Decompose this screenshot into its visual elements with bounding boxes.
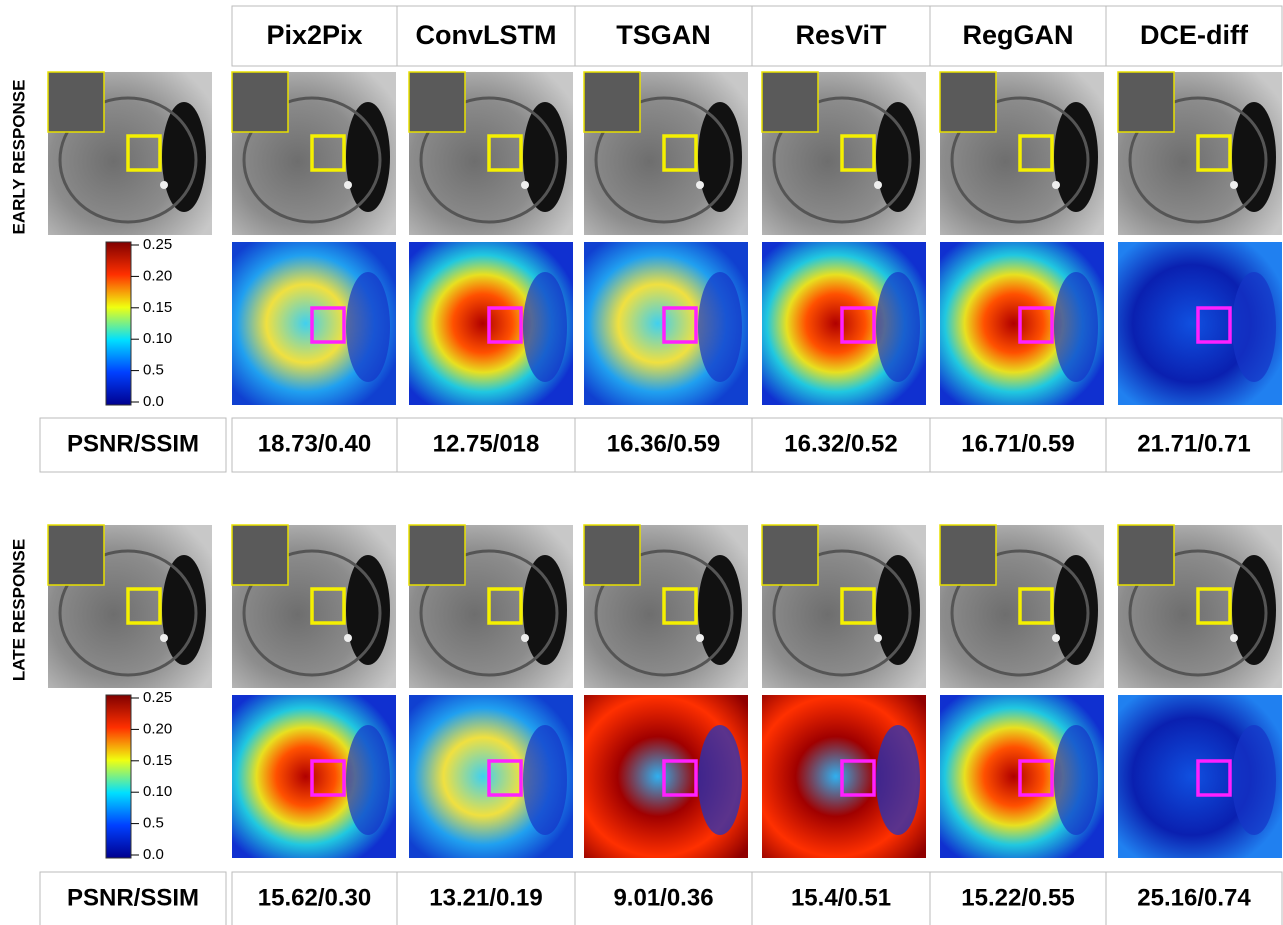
inset (584, 72, 640, 132)
inset (232, 72, 288, 132)
inset (1118, 72, 1174, 132)
colorbar (106, 242, 131, 405)
metric-value: 15.62/0.30 (258, 884, 371, 911)
section-label: EARLY RESPONSE (9, 80, 28, 235)
metric-value: 15.22/0.55 (961, 884, 1074, 911)
section-label: LATE RESPONSE (9, 539, 28, 681)
method-name: RegGAN (962, 20, 1073, 50)
spot (1230, 181, 1238, 189)
inset (48, 525, 104, 585)
spot (696, 181, 704, 189)
metric-label: PSNR/SSIM (67, 884, 199, 911)
method-name: Pix2Pix (266, 20, 362, 50)
cavity-map (523, 272, 567, 382)
spot (344, 634, 352, 642)
cavity-map (523, 725, 567, 835)
inset (584, 525, 640, 585)
colorbar-label: 0.25 (143, 236, 172, 253)
cavity-map (698, 272, 742, 382)
inset (1118, 525, 1174, 585)
inset (409, 72, 465, 132)
method-name: DCE-diff (1140, 20, 1249, 50)
method-name: TSGAN (616, 20, 711, 50)
metric-value: 25.16/0.74 (1137, 884, 1251, 911)
spot (521, 181, 529, 189)
figure: Pix2Pix ConvLSTM TSGAN ResViT RegGAN DCE-diff… (0, 0, 1283, 925)
inset (48, 72, 104, 132)
colorbar-label: 0.5 (143, 815, 164, 832)
cavity-map (1232, 725, 1276, 835)
spot (521, 634, 529, 642)
spot (874, 634, 882, 642)
colorbar-label: 0.15 (143, 299, 172, 316)
metric-value: 16.71/0.59 (961, 430, 1074, 457)
metric-value: 21.71/0.71 (1137, 430, 1250, 457)
colorbar-label: 0.25 (143, 689, 172, 706)
colorbar-label: 0.20 (143, 267, 172, 284)
spot (160, 634, 168, 642)
spot (1230, 634, 1238, 642)
colorbar-label: 0.20 (143, 720, 172, 737)
spot (1052, 181, 1060, 189)
cavity-map (698, 725, 742, 835)
metric-value: 9.01/0.36 (613, 884, 713, 911)
method-name: ConvLSTM (416, 20, 557, 50)
colorbar-label: 0.15 (143, 752, 172, 769)
colorbar-label: 0.10 (143, 330, 172, 347)
method-name: ResViT (795, 20, 887, 50)
inset (762, 525, 818, 585)
metric-value: 12.75/018 (433, 430, 540, 457)
cavity-map (876, 272, 920, 382)
metric-value: 13.21/0.19 (429, 884, 542, 911)
spot (696, 634, 704, 642)
metric-value: 16.32/0.52 (784, 430, 897, 457)
colorbar-label: 0.10 (143, 783, 172, 800)
spot (874, 181, 882, 189)
metric-value: 15.4/0.51 (791, 884, 891, 911)
inset (940, 72, 996, 132)
colorbar-label: 0.0 (143, 393, 164, 410)
spot (344, 181, 352, 189)
cavity-map (1054, 272, 1098, 382)
colorbar-label: 0.5 (143, 362, 164, 379)
cavity-map (346, 272, 390, 382)
spot (160, 181, 168, 189)
metric-value: 16.36/0.59 (607, 430, 720, 457)
inset (940, 525, 996, 585)
cavity-map (876, 725, 920, 835)
colorbar-label: 0.0 (143, 846, 164, 863)
cavity-map (346, 725, 390, 835)
cavity-map (1054, 725, 1098, 835)
inset (409, 525, 465, 585)
inset (232, 525, 288, 585)
inset (762, 72, 818, 132)
cavity-map (1232, 272, 1276, 382)
colorbar (106, 695, 131, 858)
spot (1052, 634, 1060, 642)
metric-label: PSNR/SSIM (67, 430, 199, 457)
metric-value: 18.73/0.40 (258, 430, 371, 457)
